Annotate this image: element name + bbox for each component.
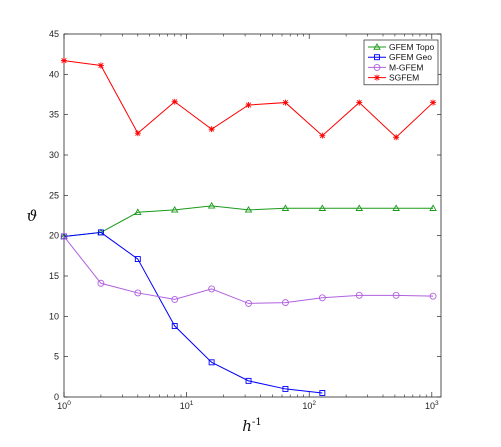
legend-marker [374, 54, 380, 61]
data-point [429, 292, 437, 300]
y-tick-label: 15 [49, 271, 59, 281]
data-point [134, 256, 141, 263]
legend-marker [373, 63, 381, 71]
y-tick-label: 25 [49, 190, 59, 200]
legend-item: M-GFEM [368, 62, 423, 72]
y-tick-label: 5 [54, 352, 59, 362]
y-axis-label: ϑ [27, 207, 38, 225]
data-point [134, 208, 142, 215]
data-point [245, 377, 252, 384]
data-point [61, 233, 67, 240]
series-layer [60, 57, 437, 396]
data-point [208, 359, 215, 366]
plot-area [63, 33, 442, 398]
series-gfem-geo [61, 229, 326, 396]
legend-label: GFEM Topo [389, 42, 434, 52]
data-point [319, 390, 326, 396]
x-tick-label: 103 [425, 400, 439, 411]
x-tick-label: 102 [302, 400, 316, 411]
legend-item: SGFEM [368, 73, 419, 83]
legend-label: GFEM Geo [389, 52, 432, 62]
data-point [208, 285, 216, 293]
y-tick-label: 20 [49, 231, 59, 241]
x-tick-label: 100 [57, 400, 71, 411]
series-line [63, 236, 434, 304]
data-point [429, 204, 437, 211]
data-point [282, 385, 289, 392]
data-point [244, 205, 253, 213]
series-sgfem [61, 57, 437, 141]
legend-marker [373, 43, 381, 50]
data-point [281, 204, 290, 211]
legend-label: M-GFEM [389, 62, 423, 72]
legend-item: GFEM Topo [368, 42, 434, 52]
data-point [208, 126, 215, 133]
data-point [97, 229, 104, 236]
series-line [63, 231, 323, 394]
data-point [318, 294, 326, 302]
data-point [60, 233, 68, 240]
data-point [282, 99, 289, 106]
data-point [281, 299, 289, 307]
data-point [430, 99, 437, 106]
data-point [245, 101, 252, 108]
data-point [170, 205, 179, 213]
legend-item: GFEM Geo [368, 52, 432, 62]
y-tick-label: 0 [54, 392, 59, 402]
data-point [61, 57, 67, 64]
legend-label: SGFEM [389, 73, 419, 83]
data-point [134, 130, 141, 137]
series-m-gfem [60, 233, 437, 307]
data-point [207, 201, 216, 209]
x-axis-label: h-1 [242, 417, 261, 435]
y-tick-label: 10 [49, 311, 59, 321]
data-point [318, 204, 327, 211]
data-point [392, 291, 400, 299]
data-point [356, 99, 363, 106]
x-axis-label-exponent: -1 [252, 417, 262, 428]
x-tick-label: 101 [180, 400, 194, 411]
data-point [97, 279, 105, 287]
data-point [355, 291, 363, 299]
y-tick-label: 35 [49, 110, 59, 120]
data-point [97, 62, 104, 69]
data-point [171, 98, 178, 105]
data-point [319, 132, 326, 139]
y-tick-label: 45 [49, 29, 59, 39]
data-point [245, 299, 252, 307]
data-point [134, 289, 142, 297]
data-point [392, 204, 400, 211]
axis-ticks: 0 5 10 15 20 25 30 35 40 45 100 101 102 103 [49, 29, 441, 411]
data-point [171, 295, 179, 303]
data-point [355, 204, 364, 211]
series-line [63, 205, 434, 237]
data-point [171, 323, 178, 329]
x-axis-label-base: h [242, 417, 252, 435]
y-tick-label: 40 [49, 69, 59, 79]
legend-marker [374, 74, 380, 81]
y-tick-label: 30 [49, 150, 59, 160]
data-point [393, 134, 400, 141]
